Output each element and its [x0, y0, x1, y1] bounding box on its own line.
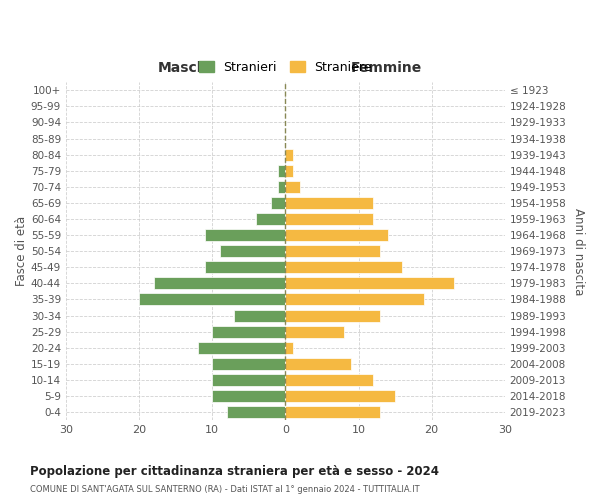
Text: Femmine: Femmine — [350, 62, 422, 76]
Bar — [234, 310, 286, 322]
Text: COMUNE DI SANT'AGATA SUL SANTERNO (RA) - Dati ISTAT al 1° gennaio 2024 - TUTTITA: COMUNE DI SANT'AGATA SUL SANTERNO (RA) -… — [30, 485, 419, 494]
Bar — [212, 390, 286, 402]
Bar — [212, 374, 286, 386]
Bar — [286, 148, 293, 160]
Bar — [278, 181, 286, 193]
Bar — [286, 262, 403, 274]
Bar — [271, 197, 286, 209]
Bar — [286, 245, 380, 257]
Y-axis label: Fasce di età: Fasce di età — [15, 216, 28, 286]
Bar — [286, 406, 380, 418]
Text: Popolazione per cittadinanza straniera per età e sesso - 2024: Popolazione per cittadinanza straniera p… — [30, 465, 439, 478]
Bar — [256, 213, 286, 225]
Bar — [286, 197, 373, 209]
Bar — [227, 406, 286, 418]
Y-axis label: Anni di nascita: Anni di nascita — [572, 208, 585, 295]
Bar — [212, 358, 286, 370]
Bar — [286, 390, 395, 402]
Bar — [286, 342, 293, 354]
Bar — [286, 181, 300, 193]
Bar — [286, 358, 351, 370]
Bar — [197, 342, 286, 354]
Bar — [286, 294, 424, 306]
Bar — [286, 229, 388, 241]
Bar — [286, 310, 380, 322]
Bar — [212, 326, 286, 338]
Bar — [278, 164, 286, 177]
Bar — [286, 326, 344, 338]
Legend: Stranieri, Straniere: Stranieri, Straniere — [193, 54, 379, 80]
Bar — [154, 278, 286, 289]
Bar — [205, 229, 286, 241]
Text: Maschi: Maschi — [157, 62, 212, 76]
Bar — [139, 294, 286, 306]
Bar — [286, 164, 293, 177]
Bar — [220, 245, 286, 257]
Bar — [286, 374, 373, 386]
Bar — [286, 213, 373, 225]
Bar — [205, 262, 286, 274]
Bar — [286, 278, 454, 289]
